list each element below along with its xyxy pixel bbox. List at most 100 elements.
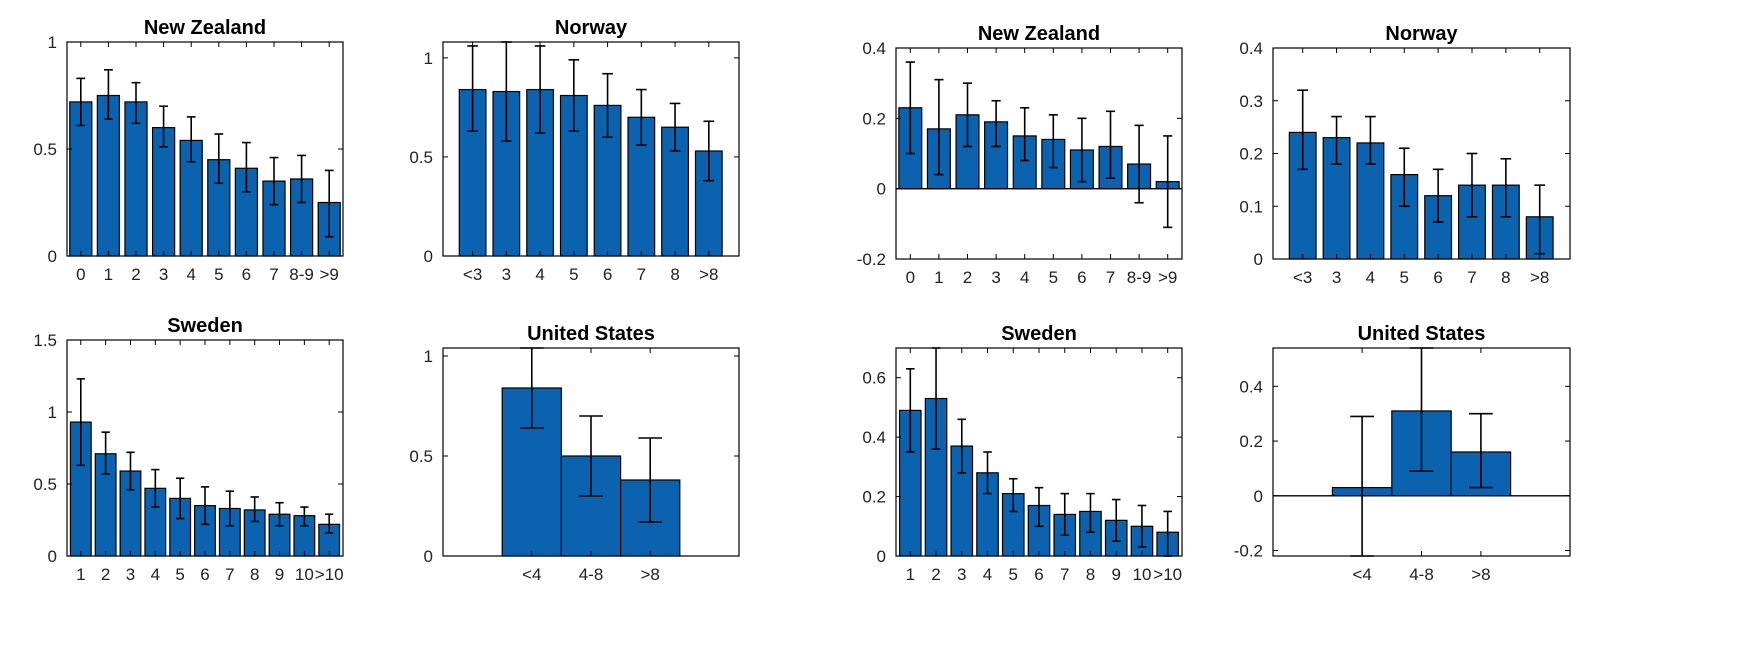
error-bar — [1398, 147, 1410, 208]
x-tick-label: 6 — [242, 265, 251, 284]
x-tick-label: 3 — [991, 268, 1000, 287]
x-tick-label: 8 — [1501, 268, 1510, 287]
y-tick-label: -0.2 — [857, 250, 886, 269]
bar — [458, 88, 487, 257]
chart-title: Sweden — [167, 315, 243, 337]
error-bar — [703, 120, 715, 182]
error-bar — [1086, 492, 1095, 534]
x-tick-label: 5 — [569, 265, 578, 284]
error-bar — [200, 486, 210, 526]
error-bar — [1432, 168, 1444, 223]
x-tick-label: 4 — [151, 565, 160, 584]
x-tick-label: 10 — [295, 565, 314, 584]
x-tick-label: >8 — [1471, 565, 1490, 584]
error-bar — [906, 367, 915, 453]
chart-panel: United States -0.2 0 0.2 0.4 <4 4-8 >8 — [1234, 323, 1571, 584]
x-tick-label: 8-9 — [289, 265, 314, 284]
x-tick-label: 5 — [1400, 268, 1409, 287]
x-tick-label: 5 — [214, 265, 223, 284]
error-bar — [1534, 184, 1546, 255]
error-bar — [1469, 412, 1493, 489]
error-bar — [962, 82, 973, 148]
x-tick-label: 4-8 — [579, 565, 604, 584]
x-tick-label: 2 — [131, 265, 140, 284]
y-tick-label: 0.5 — [33, 475, 57, 494]
axis-frame — [895, 47, 1183, 260]
x-tick-label: >10 — [315, 565, 344, 584]
x-tick-label: >8 — [699, 265, 718, 284]
x-tick-label: 4 — [983, 565, 992, 584]
error-bar — [568, 59, 580, 132]
error-bar — [241, 141, 251, 193]
error-bar — [1034, 486, 1044, 528]
x-tick-label: 5 — [1009, 565, 1018, 584]
x-tick-label: 8-9 — [1127, 268, 1152, 287]
x-tick-label: 1 — [76, 565, 85, 584]
x-tick-label: 4-8 — [1409, 565, 1434, 584]
error-bar — [983, 451, 992, 495]
x-tick-label: 7 — [1106, 268, 1115, 287]
error-bar — [579, 415, 603, 497]
error-bar — [1111, 498, 1121, 542]
error-bar — [176, 477, 185, 520]
y-tick-label: 1.5 — [33, 331, 57, 350]
error-bar — [1077, 117, 1087, 183]
bar — [124, 101, 148, 257]
chart-panel: Norway 0 0.1 0.2 0.3 0.4 <3 3 4 5 6 7 8 >8 — [1239, 23, 1571, 287]
chart-title: United States — [1358, 323, 1486, 345]
error-bar — [1163, 135, 1173, 229]
x-tick-label: 10 — [1132, 565, 1151, 584]
error-bar — [669, 102, 681, 152]
error-bar — [991, 99, 1001, 148]
x-tick-label: 2 — [963, 268, 972, 287]
y-tick-label: 0 — [48, 247, 57, 266]
chart-title: New Zealand — [978, 23, 1100, 45]
error-bar — [1020, 106, 1030, 162]
chart-title: Sweden — [1001, 323, 1077, 345]
error-bar — [76, 378, 85, 467]
error-bar — [103, 69, 113, 120]
x-tick-label: 4 — [186, 265, 195, 284]
y-tick-label: 1 — [424, 347, 433, 366]
error-bar — [1331, 115, 1342, 165]
x-tick-label: 4 — [1366, 268, 1375, 287]
axis-frame — [442, 41, 740, 257]
error-bar — [159, 105, 169, 148]
x-tick-label: 3 — [1332, 268, 1341, 287]
x-tick-label: 1 — [906, 565, 915, 584]
error-bar — [325, 513, 334, 534]
x-tick-label: 9 — [275, 565, 284, 584]
x-tick-label: 6 — [1077, 268, 1086, 287]
chart-title: Norway — [555, 17, 628, 39]
error-bar — [300, 506, 309, 527]
x-tick-label: <4 — [522, 565, 541, 584]
chart-panel: New Zealand-0.200.20.40 1 2 3 4 5 6 7 8-9 >9 — [857, 23, 1183, 287]
x-tick-label: 8 — [670, 265, 679, 284]
x-tick-label: 0 — [76, 265, 85, 284]
x-tick-label: <4 — [1352, 565, 1371, 584]
y-tick-label: 0.4 — [862, 39, 886, 58]
axis-frame — [1272, 47, 1571, 260]
x-tick-label: 3 — [502, 265, 511, 284]
x-tick-label: 3 — [957, 565, 966, 584]
y-tick-label: 0.5 — [33, 140, 57, 159]
y-tick-label: 0.5 — [409, 447, 433, 466]
error-bar — [76, 77, 86, 127]
x-tick-label: >8 — [1530, 268, 1549, 287]
x-tick-label: 4 — [1020, 268, 1029, 287]
x-tick-label: 7 — [1060, 565, 1069, 584]
y-tick-label: 0 — [48, 547, 57, 566]
error-bar — [269, 156, 279, 206]
error-bar — [1060, 492, 1070, 537]
error-bar — [1105, 110, 1116, 179]
y-tick-label: 0.6 — [862, 369, 886, 388]
error-bar — [1297, 89, 1309, 171]
x-tick-label: 4 — [535, 265, 544, 284]
x-tick-label: >9 — [320, 265, 339, 284]
x-tick-label: 6 — [1034, 565, 1043, 584]
y-tick-label: 1 — [48, 33, 57, 52]
error-bar — [602, 72, 613, 138]
